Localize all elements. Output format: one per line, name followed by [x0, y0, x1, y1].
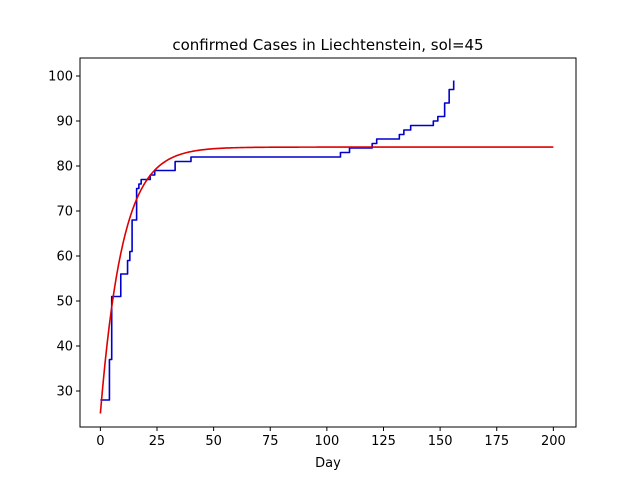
x-tick-label: 75: [262, 434, 279, 449]
axes-frame: [79, 57, 577, 428]
y-tick-label: 30: [56, 385, 73, 400]
series-line-2: [99, 146, 554, 414]
x-tick-label: 150: [428, 434, 453, 449]
x-axis-label: Day: [315, 456, 341, 471]
x-tick-label: 0: [96, 434, 104, 449]
x-tick-label: 25: [149, 434, 166, 449]
plot-area: [99, 80, 554, 414]
x-tick-label: 50: [205, 434, 222, 449]
chart-title: confirmed Cases in Liechtenstein, sol=45: [172, 36, 483, 54]
x-tick-label: 175: [484, 434, 509, 449]
x-tick-label: 200: [541, 434, 566, 449]
y-tick-label: 70: [56, 205, 73, 220]
y-tick-label: 100: [48, 70, 73, 85]
y-tick-label: 50: [56, 295, 73, 310]
y-tick-label: 90: [56, 115, 73, 130]
series-line-1: [100, 80, 455, 401]
y-tick-label: 60: [56, 250, 73, 265]
x-tick-label: 125: [371, 434, 396, 449]
y-axis: 30 40 50 60 70 80 90 100: [48, 70, 80, 400]
x-axis: 0 25 50 75 100 125 150 175 200: [96, 427, 566, 449]
y-tick-label: 40: [56, 340, 73, 355]
x-tick-label: 100: [314, 434, 339, 449]
y-tick-label: 80: [56, 160, 73, 175]
